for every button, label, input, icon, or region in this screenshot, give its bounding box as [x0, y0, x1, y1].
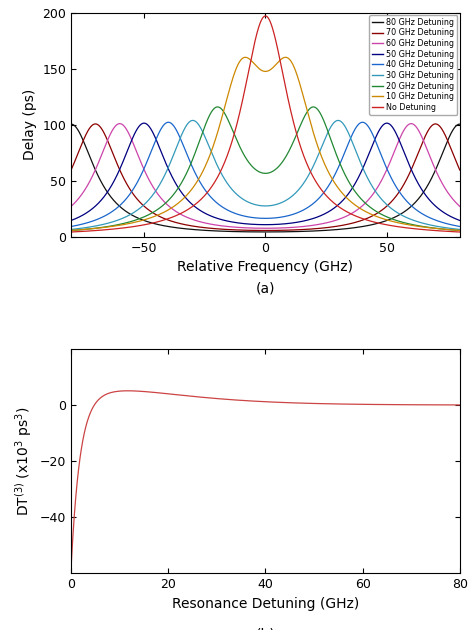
Line: 60 GHz Detuning: 60 GHz Detuning	[47, 123, 474, 228]
80 GHz Detuning	[231, 228, 237, 236]
20 GHz Detuning	[44, 228, 50, 236]
No Detuning	[362, 215, 367, 223]
80 GHz Detuning	[252, 228, 257, 236]
80 GHz Detuning	[68, 120, 74, 128]
30 GHz Detuning	[228, 184, 234, 192]
10 GHz Detuning	[243, 54, 248, 61]
20 GHz Detuning	[446, 226, 452, 234]
70 GHz Detuning	[228, 226, 234, 234]
10 GHz Detuning	[362, 207, 367, 215]
60 GHz Detuning	[228, 223, 234, 231]
No Detuning	[228, 142, 233, 150]
Line: 10 GHz Detuning: 10 GHz Detuning	[47, 57, 474, 232]
70 GHz Detuning	[362, 215, 367, 223]
10 GHz Detuning	[228, 82, 233, 89]
Line: 20 GHz Detuning: 20 GHz Detuning	[47, 107, 474, 232]
80 GHz Detuning	[468, 134, 474, 142]
20 GHz Detuning	[215, 103, 220, 111]
30 GHz Detuning	[252, 201, 257, 209]
70 GHz Detuning	[44, 203, 50, 210]
50 GHz Detuning	[362, 161, 367, 168]
80 GHz Detuning	[44, 166, 50, 174]
Text: (a): (a)	[255, 282, 275, 295]
50 GHz Detuning	[141, 119, 147, 127]
Line: 50 GHz Detuning: 50 GHz Detuning	[47, 123, 474, 227]
Y-axis label: DT$^{(3)}$ (x10$^{3}$ ps$^{3}$): DT$^{(3)}$ (x10$^{3}$ ps$^{3}$)	[13, 406, 34, 516]
Line: 70 GHz Detuning: 70 GHz Detuning	[47, 124, 474, 231]
10 GHz Detuning	[468, 227, 474, 235]
60 GHz Detuning	[263, 224, 268, 232]
30 GHz Detuning	[446, 224, 452, 232]
Y-axis label: Delay (ps): Delay (ps)	[23, 89, 37, 161]
No Detuning	[263, 12, 268, 20]
No Detuning	[231, 131, 237, 139]
60 GHz Detuning	[231, 223, 237, 231]
10 GHz Detuning	[446, 226, 452, 233]
40 GHz Detuning	[231, 209, 237, 217]
20 GHz Detuning	[231, 130, 237, 138]
Legend: 80 GHz Detuning, 70 GHz Detuning, 60 GHz Detuning, 50 GHz Detuning, 40 GHz Detun: 80 GHz Detuning, 70 GHz Detuning, 60 GHz…	[369, 15, 457, 115]
40 GHz Detuning	[362, 119, 367, 127]
No Detuning	[44, 229, 50, 237]
60 GHz Detuning	[117, 120, 123, 127]
70 GHz Detuning	[252, 227, 257, 234]
No Detuning	[252, 39, 257, 47]
80 GHz Detuning	[263, 228, 268, 236]
40 GHz Detuning	[165, 118, 171, 126]
10 GHz Detuning	[44, 228, 50, 236]
60 GHz Detuning	[252, 224, 257, 232]
40 GHz Detuning	[446, 220, 452, 228]
50 GHz Detuning	[446, 212, 452, 219]
30 GHz Detuning	[468, 227, 474, 234]
60 GHz Detuning	[468, 210, 474, 218]
No Detuning	[446, 227, 452, 235]
20 GHz Detuning	[252, 165, 257, 173]
No Detuning	[468, 229, 474, 236]
Line: No Detuning: No Detuning	[47, 16, 474, 233]
40 GHz Detuning	[44, 226, 50, 234]
70 GHz Detuning	[446, 140, 452, 148]
80 GHz Detuning	[228, 227, 234, 235]
50 GHz Detuning	[468, 220, 474, 227]
30 GHz Detuning	[190, 117, 196, 124]
X-axis label: Resonance Detuning (GHz): Resonance Detuning (GHz)	[172, 597, 359, 610]
70 GHz Detuning	[263, 227, 268, 234]
Line: 80 GHz Detuning: 80 GHz Detuning	[47, 124, 474, 232]
60 GHz Detuning	[446, 190, 452, 198]
70 GHz Detuning	[231, 226, 237, 234]
50 GHz Detuning	[252, 220, 257, 228]
80 GHz Detuning	[362, 222, 367, 230]
Line: 40 GHz Detuning: 40 GHz Detuning	[47, 122, 474, 230]
60 GHz Detuning	[362, 200, 367, 207]
30 GHz Detuning	[231, 188, 237, 195]
70 GHz Detuning	[468, 187, 474, 195]
30 GHz Detuning	[362, 168, 367, 176]
40 GHz Detuning	[228, 208, 234, 215]
Line: 30 GHz Detuning: 30 GHz Detuning	[47, 120, 474, 231]
10 GHz Detuning	[231, 71, 237, 78]
10 GHz Detuning	[252, 60, 257, 68]
50 GHz Detuning	[44, 223, 50, 231]
30 GHz Detuning	[44, 227, 50, 235]
50 GHz Detuning	[231, 219, 237, 226]
60 GHz Detuning	[44, 217, 50, 224]
Text: (b): (b)	[255, 627, 275, 630]
40 GHz Detuning	[468, 224, 474, 232]
20 GHz Detuning	[468, 227, 474, 235]
X-axis label: Relative Frequency (GHz): Relative Frequency (GHz)	[177, 260, 354, 274]
50 GHz Detuning	[228, 218, 234, 226]
80 GHz Detuning	[446, 134, 452, 141]
70 GHz Detuning	[92, 120, 98, 128]
20 GHz Detuning	[362, 198, 367, 206]
20 GHz Detuning	[228, 122, 234, 130]
40 GHz Detuning	[252, 214, 257, 222]
